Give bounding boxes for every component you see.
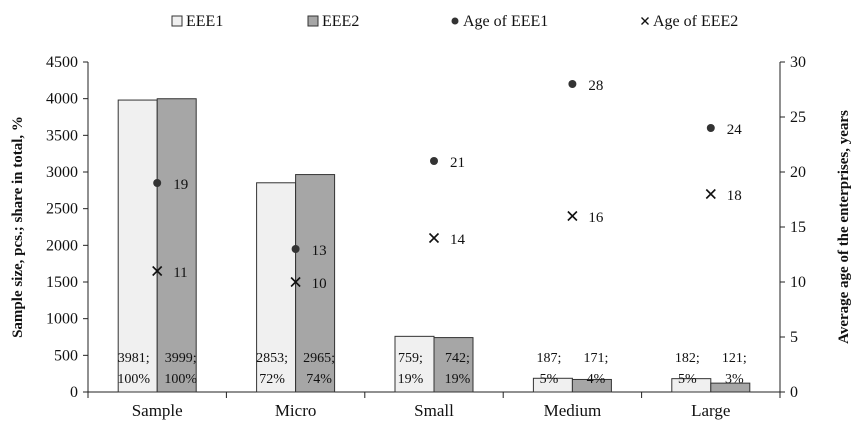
category-label: Medium: [544, 401, 602, 420]
age-eee1-point: [568, 80, 577, 88]
right-tick-label: 25: [790, 109, 806, 126]
bar-data-label: 121;: [722, 351, 747, 366]
bar-data-label: 187;: [536, 351, 561, 366]
age-eee1-point: [706, 124, 715, 132]
bar-eee2: [571, 378, 612, 393]
bar-data-label: 19%: [398, 372, 424, 387]
bar-data-label: 2853;: [256, 351, 288, 366]
bars: [117, 98, 751, 393]
bar-data-label: 742;: [445, 351, 470, 366]
bar-data-label: 74%: [306, 372, 332, 387]
y-axis-title: Sample size, pcs.; share in total, %: [10, 116, 26, 338]
markers: [152, 80, 716, 288]
bar-eee1: [394, 335, 435, 393]
labels: 3981; 100% 2853; 72% 759; 19% 187; 5% 182; 5% 3999…: [117, 78, 746, 387]
bar-data-label: 3%: [725, 372, 744, 387]
legend-label: Age of EEE2: [653, 13, 738, 30]
age-eee1-point: [291, 245, 300, 253]
age-eee2-point: [428, 232, 440, 244]
bar-data-label: 2965;: [303, 351, 335, 366]
left-tick-label: 1000: [46, 311, 78, 328]
legend: EEE1 EEE2 Age of EEE1 Age of EEE2: [171, 13, 738, 30]
bar-data-label: 100%: [164, 372, 197, 387]
age-eee2-point: [290, 276, 301, 288]
legend-label: EEE1: [186, 13, 223, 30]
bar-data-label: 4%: [587, 372, 606, 387]
bar-data-label: 19%: [445, 372, 471, 387]
axes: 0 500 1000 1500 2000 2500 3000 3500 4000 4500 0 5 10…: [10, 54, 852, 420]
left-tick-label: 2000: [46, 237, 78, 254]
legend-swatch-eee1: [171, 15, 183, 27]
bar-eee1: [117, 99, 158, 393]
age-data-label: 24: [727, 122, 743, 138]
bar-eee2: [433, 337, 474, 393]
age-eee1-point: [430, 157, 438, 165]
age-eee2-point: [705, 188, 716, 200]
left-tick-label: 1500: [46, 274, 78, 291]
left-tick-label: 0: [70, 384, 78, 401]
age-eee2-point: [152, 265, 163, 277]
category-label: Micro: [275, 401, 317, 420]
category-label: Small: [414, 401, 454, 420]
y2-axis-title: Average age of the enterprises, years: [836, 110, 852, 344]
age-eee2-point: [567, 210, 578, 222]
left-tick-label: 2500: [46, 201, 78, 218]
left-tick-label: 4000: [46, 91, 78, 108]
left-tick-label: 500: [54, 347, 78, 364]
bar-data-label: 5%: [540, 372, 559, 387]
left-tick-label: 3500: [46, 127, 78, 144]
age-data-label: 16: [588, 210, 604, 226]
legend-label: EEE2: [322, 13, 359, 30]
legend-label: Age of EEE1: [463, 13, 548, 30]
age-data-label: 18: [727, 188, 742, 204]
legend-dot-icon: [451, 17, 459, 25]
age-data-label: 11: [173, 265, 187, 281]
age-eee1-point: [153, 179, 162, 187]
bar-data-label: 171;: [583, 351, 608, 366]
age-data-label: 19: [173, 177, 188, 193]
age-data-label: 10: [312, 276, 327, 292]
right-tick-label: 30: [790, 54, 806, 71]
bar-data-label: 182;: [675, 351, 700, 366]
left-tick-label: 3000: [46, 164, 78, 181]
bar-data-label: 72%: [259, 372, 285, 387]
right-tick-label: 10: [790, 274, 806, 291]
legend-x-icon: [641, 17, 649, 25]
bar-eee1: [256, 182, 297, 393]
bar-eee2: [295, 174, 336, 393]
bar-data-label: 5%: [678, 372, 697, 387]
legend-swatch-eee2: [307, 15, 319, 27]
bar-data-label: 100%: [117, 372, 150, 387]
bar-eee2: [710, 382, 751, 393]
bar-data-label: 3981;: [118, 351, 150, 366]
age-data-label: 13: [312, 243, 327, 259]
age-data-label: 21: [450, 155, 465, 171]
right-tick-label: 20: [790, 164, 806, 181]
bar-data-label: 759;: [398, 351, 423, 366]
left-tick-label: 4500: [46, 54, 78, 71]
bar-eee2: [156, 98, 197, 393]
right-tick-label: 5: [790, 329, 798, 346]
right-tick-label: 15: [790, 219, 806, 236]
age-data-label: 28: [588, 78, 603, 94]
category-label: Large: [691, 401, 730, 420]
bar-data-label: 3999;: [165, 351, 197, 366]
category-label: Sample: [132, 401, 183, 420]
right-tick-label: 0: [790, 384, 798, 401]
age-data-label: 14: [450, 232, 466, 248]
